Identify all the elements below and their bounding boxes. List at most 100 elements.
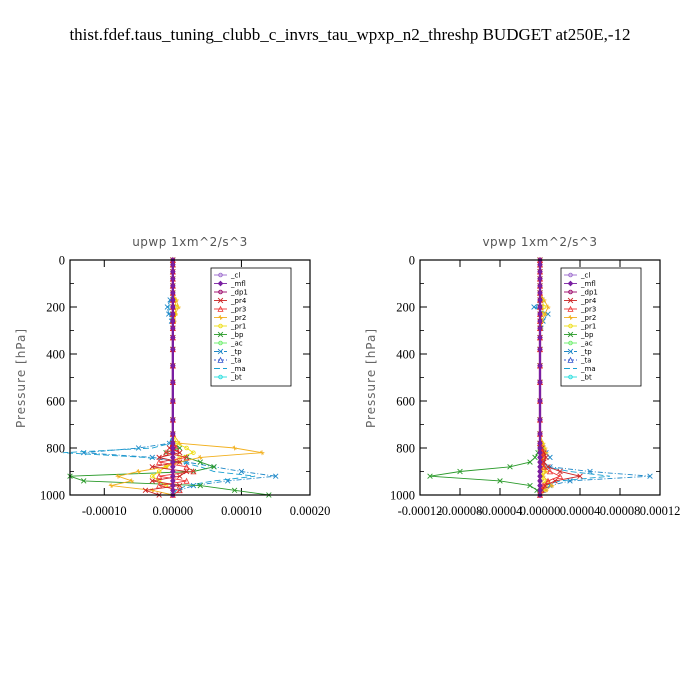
legend-marker [568, 323, 573, 329]
y-ticks-upwp: 0 200 400 600 800 1000 [40, 254, 310, 503]
data-point_pr2 [259, 450, 265, 456]
x-tick-label: 0.00012 [640, 504, 681, 518]
x-tick-label: 0.00004 [560, 504, 601, 518]
data-point_mfl [170, 290, 176, 296]
data-point_mfl [537, 283, 543, 289]
data-point_pr4 [183, 468, 190, 475]
data-point_pr3 [556, 472, 564, 479]
x-tick-label: -0.00008 [438, 504, 483, 518]
data-point_mfl [537, 318, 543, 324]
figure-title: thist.fdef.taus_tuning_clubb_c_invrs_tau… [69, 25, 630, 44]
x-tick-label: -0.00012 [398, 504, 443, 518]
data-point_mfl [170, 268, 176, 275]
data-point_pr3 [162, 449, 170, 456]
plot-frame-vpwp [419, 259, 661, 496]
legend-marker [218, 374, 223, 380]
legend-label: _bt [580, 374, 592, 382]
y-tick-label: 1000 [40, 489, 65, 503]
data-point_mfl [537, 268, 543, 275]
panel-vpwp: vpwp 1xm^2/s^3 Pressure [hPa] 0 200 400 600… [364, 235, 680, 518]
y-tick-label: 600 [46, 395, 65, 409]
data-point_mfl [170, 275, 176, 282]
data-point_tp [547, 454, 553, 461]
legend-label: _pr3 [580, 306, 596, 314]
data-point_pr3 [190, 468, 197, 475]
legend-label: _dp1 [230, 289, 248, 297]
y-axis-label-upwp: Pressure [hPa] [14, 328, 28, 428]
data-point_tp [531, 304, 537, 310]
data-point_pr4 [543, 454, 549, 461]
data-point_pr4 [156, 454, 162, 461]
legend-label: _ma [230, 365, 246, 373]
legend-box [560, 267, 642, 387]
legend-marker [217, 331, 224, 338]
data-point_mfl [537, 325, 543, 331]
legend-marker [567, 331, 574, 338]
legend-marker [218, 289, 223, 295]
data-point_pr3 [183, 454, 190, 461]
legend-marker [567, 348, 574, 355]
data-point_mfl [537, 290, 543, 296]
legend-label: _cl [230, 272, 240, 280]
data-point_tp [135, 445, 142, 451]
data-point_pr4 [552, 478, 558, 484]
data-point_pr3 [183, 477, 190, 484]
legend-label: _pr2 [230, 314, 246, 322]
x-tick-label: 0.00000 [520, 504, 561, 518]
legend-upwp: _cl_mfl_dp1_pr4_pr3_pr2_pr1_bp_ac_tp_ta_… [210, 267, 292, 387]
y-tick-label: 0 [409, 254, 415, 268]
data-point_pr2 [115, 473, 121, 479]
data-point_tp [587, 468, 593, 475]
data-point_pr4 [149, 464, 156, 470]
data-point_pr3 [544, 477, 552, 484]
data-point_pr4 [166, 445, 173, 451]
legend-marker [567, 280, 574, 287]
legend-label: _ta [580, 357, 592, 365]
legend-label: _pr4 [580, 297, 597, 305]
data-point_mfl [537, 261, 543, 268]
data-point_bp [197, 482, 204, 489]
data-point_bp [80, 478, 87, 484]
data-point_mfl [170, 311, 176, 317]
data-point_mfl [537, 275, 543, 282]
x-tick-label: 0.00000 [153, 504, 194, 518]
legend-marker [217, 280, 224, 287]
data-point_bp [527, 459, 533, 465]
y-tick-label: 200 [396, 301, 415, 315]
data-point_mfl [170, 318, 176, 324]
data-point_pr2 [136, 469, 141, 474]
data-point_mfl [537, 416, 543, 423]
y-tick-label: 400 [46, 348, 65, 362]
y-tick-label: 1000 [390, 489, 415, 503]
legend-box [210, 267, 292, 387]
legend-label: _bp [580, 331, 594, 339]
panel-title-upwp: upwp 1xm^2/s^3 [132, 235, 248, 249]
data-point_mfl [170, 362, 176, 369]
legend-label: _pr4 [230, 297, 247, 305]
y-tick-label: 600 [396, 395, 415, 409]
legend-vpwp: _cl_mfl_dp1_pr4_pr3_pr2_pr1_bp_ac_tp_ta_… [560, 267, 642, 387]
series-line_bp [429, 260, 541, 496]
legend-marker [568, 374, 573, 380]
series_bp [427, 257, 543, 498]
legend-marker [568, 340, 573, 346]
data-point_mfl [170, 346, 176, 353]
data-point_mfl [537, 379, 543, 386]
data-point_mfl [537, 297, 543, 303]
legend-label: _pr3 [230, 306, 246, 314]
legend-label: _ac [230, 340, 243, 348]
y-tick-label: 800 [396, 442, 415, 456]
data-point_bp [527, 482, 533, 489]
data-point_mfl [537, 478, 543, 484]
data-point_pr2 [545, 304, 551, 310]
legend-label: _mfl [230, 280, 246, 288]
data-point_pr2 [549, 483, 555, 488]
legend-marker [218, 272, 223, 278]
data-point_mfl [537, 431, 543, 437]
data-point_bp [497, 478, 503, 484]
data-point_bp [457, 468, 463, 475]
x-tick-label: -0.00004 [478, 504, 524, 518]
data-point_pr1 [191, 450, 196, 455]
data-point_pr4 [176, 449, 183, 456]
data-point_bp [231, 487, 238, 494]
